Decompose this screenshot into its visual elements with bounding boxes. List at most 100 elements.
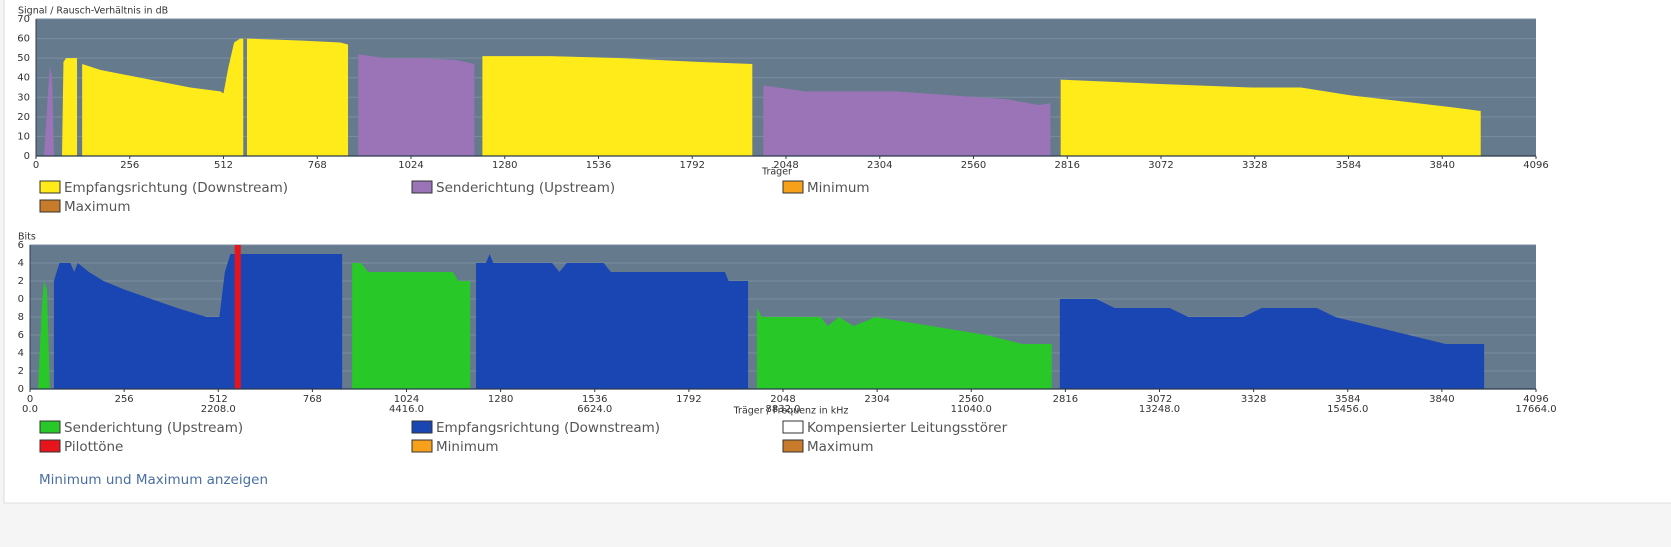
- x-tick-label: 3840: [1429, 394, 1454, 405]
- x-tick-label: 512: [214, 160, 233, 171]
- x-tick-label: 0: [27, 394, 33, 405]
- legend-swatch: [39, 199, 61, 213]
- x-tick-label: 2048: [773, 160, 798, 171]
- y-tick-label: 10: [17, 131, 30, 142]
- x-tick-label: 256: [120, 160, 139, 171]
- legend-label: Minimum: [436, 439, 499, 455]
- x-tick-label: 3328: [1242, 160, 1267, 171]
- legend-swatch: [411, 439, 433, 453]
- legend-swatch: [411, 420, 433, 434]
- legend-label: Senderichtung (Upstream): [64, 420, 243, 436]
- y-tick-label: 8: [18, 312, 24, 323]
- frequency-tick-label: 6624.0: [577, 404, 612, 415]
- chart-title: Bits: [18, 232, 36, 243]
- x-tick-label: 3072: [1148, 160, 1173, 171]
- frequency-tick-label: 17664.0: [1515, 404, 1556, 415]
- y-tick-label: 6: [18, 240, 24, 251]
- y-tick-label: 4: [18, 348, 24, 359]
- y-tick-label: 2: [18, 366, 24, 377]
- x-tick-label: 3584: [1335, 394, 1360, 405]
- area: [1059, 299, 1485, 389]
- y-tick-label: 20: [17, 112, 30, 123]
- y-tick-label: 30: [17, 92, 30, 103]
- frequency-tick-label: 15456.0: [1327, 404, 1368, 415]
- x-tick-label: 1792: [680, 160, 705, 171]
- x-tick-label: 3072: [1147, 394, 1172, 405]
- x-tick-label: 256: [115, 394, 134, 405]
- x-tick-label: 3328: [1241, 394, 1266, 405]
- area: [482, 56, 753, 156]
- legend-label: Senderichtung (Upstream): [436, 180, 615, 196]
- legend-label: Maximum: [64, 199, 131, 215]
- x-tick-label: 2560: [961, 160, 986, 171]
- frequency-tick-label: 11040.0: [951, 404, 992, 415]
- frequency-tick-label: 13248.0: [1139, 404, 1180, 415]
- pilot-tone: [234, 245, 241, 389]
- x-tick-label: 2304: [867, 160, 892, 171]
- x-tick-label: 2304: [864, 394, 889, 405]
- x-tick-label: 2048: [770, 394, 795, 405]
- area: [1060, 79, 1481, 156]
- legend-label: Maximum: [807, 439, 874, 455]
- legend-swatch: [782, 180, 804, 194]
- x-tick-label: 2560: [959, 394, 984, 405]
- x-tick-label: 1536: [586, 160, 611, 171]
- area: [475, 254, 749, 389]
- y-tick-label: 0: [18, 384, 24, 395]
- area: [38, 281, 50, 389]
- legend-label: Pilottöne: [64, 439, 123, 455]
- area: [246, 38, 349, 157]
- y-tick-label: 40: [17, 73, 30, 84]
- x-tick-label: 1024: [394, 394, 419, 405]
- x-tick-label: 768: [303, 394, 322, 405]
- x-tick-label: 3840: [1430, 160, 1455, 171]
- legend-swatch: [39, 439, 61, 453]
- x-tick-label: 3584: [1336, 160, 1361, 171]
- legend-label: Kompensierter Leitungsstörer: [807, 420, 1008, 436]
- frequency-tick-label: 0.0: [22, 404, 38, 415]
- x-tick-label: 1280: [492, 160, 517, 171]
- x-tick-label: 0: [33, 160, 39, 171]
- x-tick-label: 4096: [1523, 160, 1548, 171]
- chart-title: Signal / Rausch-Verhältnis in dB: [18, 6, 168, 17]
- toggle-min-max-link[interactable]: Minimum und Maximum anzeigen: [39, 472, 268, 488]
- area: [763, 85, 1051, 156]
- area: [352, 263, 471, 389]
- area: [756, 308, 1052, 389]
- legend-label: Empfangsrichtung (Downstream): [64, 180, 288, 196]
- area: [62, 58, 78, 157]
- legend-swatch: [782, 439, 804, 453]
- area: [82, 38, 244, 157]
- legend-swatch: [782, 420, 804, 434]
- frequency-tick-label: 8832.0: [766, 404, 801, 415]
- x-tick-label: 1024: [398, 160, 423, 171]
- x-tick-label: 1792: [676, 394, 701, 405]
- y-tick-label: 0: [24, 151, 30, 162]
- y-tick-label: 70: [17, 14, 30, 25]
- legend-swatch: [411, 180, 433, 194]
- x-axis-title: Träger / Frequenz in kHz: [733, 406, 849, 417]
- area: [358, 54, 475, 156]
- frequency-tick-label: 2208.0: [201, 404, 236, 415]
- x-tick-label: 1280: [488, 394, 513, 405]
- legend-swatch: [39, 180, 61, 194]
- x-tick-label: 2816: [1055, 160, 1080, 171]
- x-tick-label: 512: [209, 394, 228, 405]
- x-axis-title: Träger: [761, 167, 792, 178]
- x-tick-label: 4096: [1523, 394, 1548, 405]
- area: [53, 254, 343, 389]
- legend-label: Empfangsrichtung (Downstream): [436, 420, 660, 436]
- y-tick-label: 0: [18, 294, 24, 305]
- legend-swatch: [39, 420, 61, 434]
- x-tick-label: 2816: [1053, 394, 1078, 405]
- x-tick-label: 768: [308, 160, 327, 171]
- y-tick-label: 6: [18, 330, 24, 341]
- x-tick-label: 1536: [582, 394, 607, 405]
- y-tick-label: 4: [18, 258, 24, 269]
- y-tick-label: 50: [17, 53, 30, 64]
- frequency-tick-label: 4416.0: [389, 404, 424, 415]
- legend-label: Minimum: [807, 180, 870, 196]
- y-tick-label: 2: [18, 276, 24, 287]
